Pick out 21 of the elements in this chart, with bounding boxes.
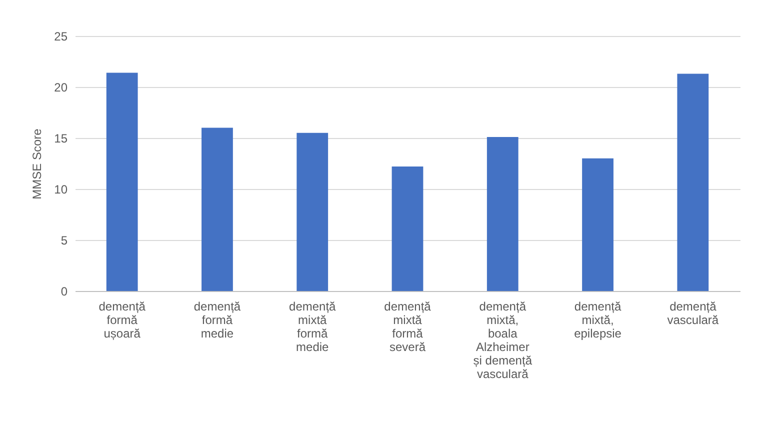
bar	[106, 72, 138, 291]
bar	[677, 74, 709, 291]
y-tick-label: 25	[54, 30, 68, 44]
x-tick-label: demență mixtă formă severă	[384, 300, 432, 354]
y-axis-title: MMSE Score	[30, 128, 44, 200]
y-tick-label: 20	[54, 80, 68, 94]
x-tick-label: demență formă ușoară	[98, 300, 146, 340]
x-tick-label: demență mixtă, boala Alzheimer și demență vasculară	[473, 300, 532, 381]
y-tick-label: 10	[54, 182, 68, 196]
bar	[296, 132, 328, 291]
y-tick-label: 5	[60, 234, 68, 248]
x-tick-label: demență mixtă formă medie	[289, 300, 336, 354]
y-tick-label: 15	[54, 132, 68, 146]
x-tick-label: demență formă medie	[194, 300, 241, 340]
bar	[202, 128, 233, 291]
bar	[486, 136, 518, 291]
x-tick-label: demență vasculară	[667, 300, 719, 327]
x-tick-label: demență mixtă, epilepsie	[574, 300, 622, 340]
bar	[582, 158, 614, 291]
y-tick-label: 0	[60, 284, 68, 298]
bar	[392, 166, 424, 291]
